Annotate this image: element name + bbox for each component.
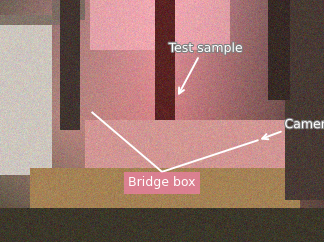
Text: Cameras: Cameras <box>284 118 324 131</box>
Text: Test sample: Test sample <box>168 42 243 55</box>
Text: Bridge box: Bridge box <box>128 176 196 189</box>
